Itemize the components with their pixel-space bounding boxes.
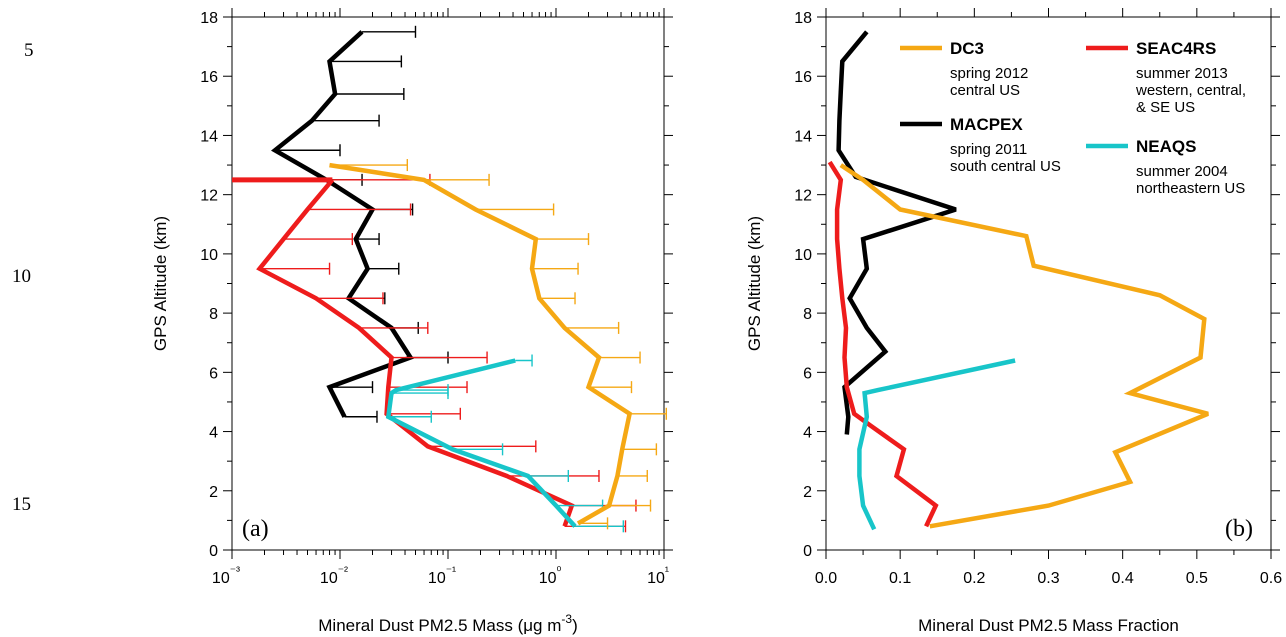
series-seac4rs	[827, 160, 939, 528]
y-tick-label: 16	[200, 69, 218, 86]
series-line	[271, 30, 414, 418]
y-tick-label: 12	[794, 188, 812, 205]
y-tick-label: 10	[794, 247, 812, 264]
x-tick-label: 10⁻²	[320, 564, 348, 587]
legend-desc: & SE US	[1136, 99, 1195, 116]
y-tick-label: 2	[209, 484, 218, 501]
legend-desc: central US	[950, 82, 1020, 99]
y-tick-label: 16	[794, 69, 812, 86]
y-tick-label: 14	[200, 128, 218, 145]
legend-desc: spring 2012	[950, 65, 1028, 82]
panel-label: (a)	[242, 516, 269, 542]
x-tick-label: 0.0	[815, 570, 837, 587]
series-line	[827, 160, 939, 528]
x-tick-label: 10¹	[647, 564, 669, 587]
y-tick-label: 4	[209, 425, 218, 442]
legend-desc: northeastern US	[1136, 180, 1245, 197]
x-tick-label: 0.5	[1186, 570, 1208, 587]
legend-desc: south central US	[950, 158, 1061, 175]
legend-desc: western, central,	[1135, 82, 1246, 99]
legend-desc: summer 2004	[1136, 163, 1228, 180]
x-tick-label: 0.3	[1037, 570, 1059, 587]
series-line	[836, 30, 957, 435]
legend-name: NEAQS	[1136, 137, 1196, 156]
y-tick-label: 6	[209, 365, 218, 382]
series-line	[385, 358, 577, 528]
legend-name: DC3	[950, 39, 984, 58]
y-tick-label: 0	[209, 543, 218, 560]
series-dc3	[329, 159, 667, 530]
y-tick-label: 2	[803, 484, 812, 501]
legend-name: SEAC4RS	[1136, 39, 1216, 58]
x-axis-title: Mineral Dust PM2.5 Mass Fraction	[918, 616, 1179, 635]
y-tick-label: 14	[794, 128, 812, 145]
x-tick-label: 0.2	[963, 570, 985, 587]
series-line	[839, 163, 1209, 529]
line-number-10: 10	[12, 266, 31, 287]
x-tick-label: 10⁰	[539, 564, 562, 587]
series-line	[329, 162, 633, 526]
panel-a: 0 2 4 6 8 10 12 14 16 18 10⁻³ 10⁻² 10⁻¹ 10⁰ 10¹ Mineral…	[151, 8, 673, 635]
y-tick-label: 10	[200, 247, 218, 264]
y-tick-label: 8	[803, 306, 812, 323]
series-macpex	[836, 30, 957, 435]
x-tick-label: 0.1	[889, 570, 911, 587]
series-dc3	[839, 163, 1209, 529]
y-tick-label: 4	[803, 425, 812, 442]
y-tick-label: 0	[803, 543, 812, 560]
y-axis-title: GPS Altitude (km)	[745, 216, 764, 351]
x-tick-label: 10⁻¹	[428, 564, 456, 587]
panel-b: 0 2 4 6 8 10 12 14 16 18 0.0 0.1 0.2 0.3 0.4 0.5 0.6 Mine…	[745, 8, 1282, 635]
legend-desc: spring 2011	[950, 141, 1027, 158]
series-line	[857, 358, 1016, 531]
series-macpex	[271, 25, 449, 423]
panel-label: (b)	[1225, 516, 1253, 542]
y-axis-title: GPS Altitude (km)	[151, 216, 170, 351]
x-axis-title: Mineral Dust PM2.5 Mass (μg m-3)	[318, 612, 577, 635]
line-number-15: 15	[12, 494, 31, 515]
y-tick-label: 12	[200, 188, 218, 205]
legend-name: MACPEX	[950, 115, 1023, 134]
line-number-5: 5	[24, 40, 34, 61]
series-neaqs	[857, 358, 1016, 531]
x-tick-label: 0.4	[1112, 570, 1134, 587]
x-tick-label: 10⁻³	[212, 564, 240, 587]
y-tick-label: 18	[794, 10, 812, 27]
y-tick-label: 6	[803, 365, 812, 382]
y-tick-label: 8	[209, 306, 218, 323]
x-tick-label: 0.6	[1260, 570, 1282, 587]
series-neaqs	[385, 354, 625, 533]
series-seac4rs	[232, 173, 637, 533]
legend-desc: summer 2013	[1136, 65, 1228, 82]
y-tick-label: 18	[200, 10, 218, 27]
series-line	[256, 178, 575, 528]
